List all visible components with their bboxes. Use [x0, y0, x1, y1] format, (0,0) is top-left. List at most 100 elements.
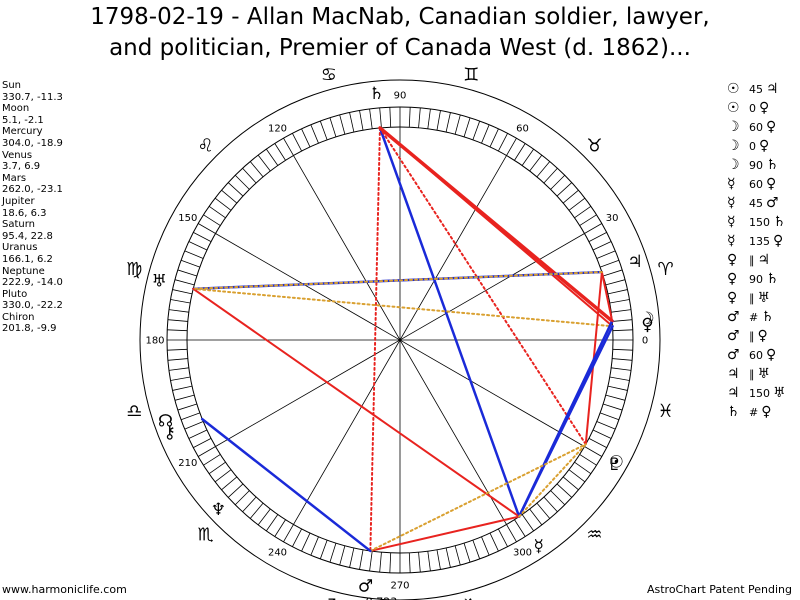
degree-tick — [168, 309, 189, 313]
degree-tick — [170, 376, 191, 381]
chart-title-line-1: 1798-02-19 - Allan MacNab, Canadian sold… — [90, 4, 710, 30]
outer-circle — [139, 79, 661, 600]
degree-tick — [607, 385, 628, 391]
aspect-value: 60 — [749, 121, 763, 134]
planet-glyph: ♀ — [641, 315, 653, 335]
aspect-planet-a: ♀ — [727, 271, 738, 287]
aspect-line — [369, 443, 587, 552]
degree-tick — [612, 358, 633, 361]
degree-tick — [550, 174, 566, 190]
degree-tick — [221, 189, 238, 204]
aspect-planet-b: ♃ — [757, 252, 771, 268]
aspect-planet-a: ♀ — [727, 290, 738, 306]
zodiac-sign-glyph: ♏ — [197, 524, 213, 545]
degree-tick — [600, 412, 620, 421]
aspect-planet-b: ♀ — [761, 404, 772, 420]
degree-tick — [481, 124, 490, 144]
degree-tick — [283, 524, 294, 542]
aspect-line — [192, 287, 521, 518]
degree-tick — [283, 138, 294, 156]
degree-tick — [339, 114, 346, 135]
planet-coords: 262.0, -23.1 — [2, 184, 63, 196]
degree-tick — [427, 551, 431, 572]
aspect-value: ∥ — [749, 330, 755, 343]
degree-tick — [257, 508, 271, 526]
aspect-row: ☿ 60 ♀ — [727, 175, 799, 194]
planet-coords: 330.7, -11.3 — [2, 91, 63, 103]
degree-tick — [543, 167, 558, 184]
degree-tick — [584, 223, 602, 234]
planet-coords: 330.0, -22.2 — [2, 300, 63, 312]
aspect-planet-b: ♀ — [757, 328, 768, 344]
degree-tick — [454, 545, 461, 566]
degree-tick — [292, 528, 303, 547]
degree-tick — [607, 289, 628, 295]
aspect-planet-a: ♂ — [727, 328, 740, 344]
degree-tick — [579, 214, 597, 226]
aspect-row: ☉ 0 ♀ — [727, 99, 799, 118]
degree-tick — [172, 289, 193, 295]
planet-coords: 18.6, 6.3 — [2, 207, 47, 219]
aspect-row: ☽ 90 ♄ — [727, 156, 799, 175]
aspect-planet-a: ☿ — [727, 233, 736, 249]
degree-tick — [177, 269, 197, 277]
planet-name: Venus — [2, 149, 33, 161]
degree-tick — [180, 259, 200, 268]
aspect-value: 90 — [749, 159, 763, 172]
aspect-planet-b: ♅ — [773, 385, 786, 401]
planet-glyph: ♃ — [627, 252, 642, 272]
degree-label: 300 — [513, 548, 532, 559]
aspect-planet-b: ♄ — [761, 309, 774, 325]
degree-tick — [180, 412, 200, 421]
degree-tick — [177, 403, 197, 411]
degree-tick — [168, 367, 189, 371]
planet-name: Neptune — [2, 265, 45, 277]
degree-tick — [588, 437, 607, 448]
degree-tick — [234, 490, 250, 506]
aspect-planet-a: ♃ — [727, 385, 740, 401]
degree-tick — [198, 446, 216, 457]
degree-label: 150 — [178, 213, 197, 224]
degree-tick — [612, 348, 633, 351]
degree-tick — [249, 161, 264, 178]
degree-tick — [463, 543, 471, 563]
footer-website: www.harmoniclife.com — [2, 583, 127, 596]
aspect-row: ♀ ∥ ♅ — [727, 289, 799, 308]
aspect-planet-a: ☿ — [727, 195, 736, 211]
degree-tick — [611, 367, 632, 371]
zodiac-sign-glyph: ♋ — [321, 64, 337, 85]
aspect-row: ☽ 0 ♀ — [727, 137, 799, 156]
degree-tick — [436, 549, 441, 570]
aspect-value: 135 — [749, 235, 770, 248]
planet-coords: 222.9, -14.0 — [2, 277, 63, 289]
aspect-value: 60 — [749, 178, 763, 191]
planet-name: Moon — [2, 103, 30, 115]
aspect-planet-a: ♃ — [727, 366, 740, 382]
degree-tick — [242, 496, 257, 513]
aspect-planet-b: ♀ — [766, 119, 777, 135]
planet-glyph: ☿ — [533, 537, 543, 557]
degree-tick — [445, 112, 451, 133]
aspect-planet-b: ♄ — [766, 271, 779, 287]
degree-tick — [592, 429, 612, 439]
degree-tick — [536, 161, 551, 178]
degree-label: 0 — [642, 336, 648, 347]
aspect-value: # — [749, 406, 759, 419]
degree-tick — [408, 552, 411, 573]
degree-tick — [489, 128, 499, 148]
degree-tick — [588, 232, 607, 243]
degree-tick — [514, 143, 526, 161]
degree-tick — [574, 461, 592, 474]
planet-coords: 5.1, -2.1 — [2, 114, 44, 126]
aspect-value: 45 — [749, 197, 763, 210]
zodiac-sign-glyph: ♒ — [586, 524, 602, 545]
aspect-planet-b: ♀ — [759, 100, 770, 116]
degree-tick — [481, 536, 490, 556]
aspect-line — [378, 126, 521, 518]
degree-tick — [562, 189, 579, 204]
aspect-planet-b: ♃ — [766, 81, 779, 97]
planet-coordinates-list: Sun 330.7, -11.3 Moon 5.1, -2.1 Mercury 304.0… — [2, 80, 63, 335]
degree-tick — [369, 108, 373, 129]
degree-tick — [529, 154, 543, 172]
aspect-line — [192, 287, 614, 328]
